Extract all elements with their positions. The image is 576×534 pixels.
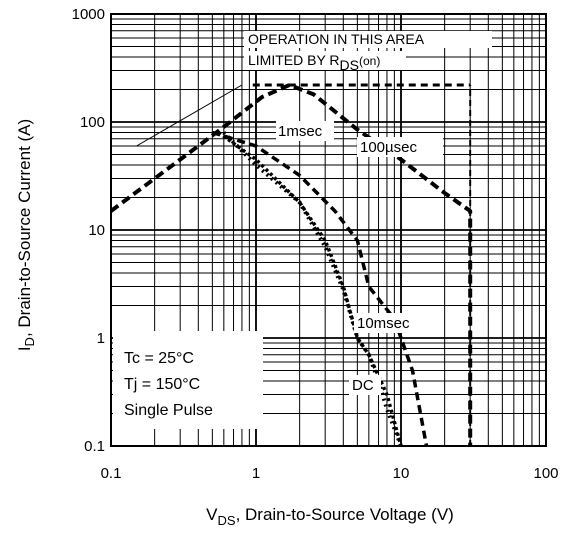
- y-tick-label: 1000: [72, 6, 105, 23]
- x-tick-label: 0.1: [101, 465, 122, 482]
- y-axis-label: ID, Drain-to-Source Current (A): [15, 119, 37, 351]
- limit-note-line1: OPERATION IN THIS AREA: [248, 31, 425, 47]
- conditions-box: Tc = 25°C Tj = 150°C Single Pulse: [113, 331, 263, 429]
- x-tick-label: 1: [252, 465, 260, 482]
- condition-case-temp: Tc = 25°C: [124, 350, 194, 367]
- y-tick-label: 1: [97, 330, 105, 347]
- y-tick-label: 10: [88, 222, 105, 239]
- curve-label-100usec: 100µsec: [360, 139, 418, 156]
- curve-labels: 1msec 100µsec 10msec DC: [276, 121, 443, 395]
- condition-pulse: Single Pulse: [124, 402, 213, 419]
- curve-label-10msec: 10msec: [357, 315, 410, 332]
- series-10msec: [217, 131, 403, 447]
- curve-label-dc: DC: [352, 377, 374, 394]
- series-1msec: [211, 130, 429, 447]
- x-axis-label: VDS, Drain-to-Source Voltage (V): [206, 505, 454, 528]
- plot-frame: [110, 13, 547, 447]
- condition-junction-temp: Tj = 150°C: [124, 376, 200, 393]
- rds-on-limit-line: [136, 84, 243, 147]
- curve-label-1msec: 1msec: [278, 123, 323, 140]
- x-tick-label: 10: [393, 465, 410, 482]
- tick-labels: 0.1 1 10 100 0.1 1 10 100 1000: [72, 6, 559, 482]
- x-tick-label: 100: [533, 465, 558, 482]
- y-tick-label: 100: [80, 114, 105, 131]
- limit-note-line2: LIMITED BY RDS(on): [248, 52, 380, 73]
- limit-note: OPERATION IN THIS AREA LIMITED BY RDS(on…: [244, 31, 492, 73]
- plot-lines: [109, 83, 473, 447]
- series-100usec: [109, 83, 473, 446]
- y-tick-label: 0.1: [84, 438, 105, 455]
